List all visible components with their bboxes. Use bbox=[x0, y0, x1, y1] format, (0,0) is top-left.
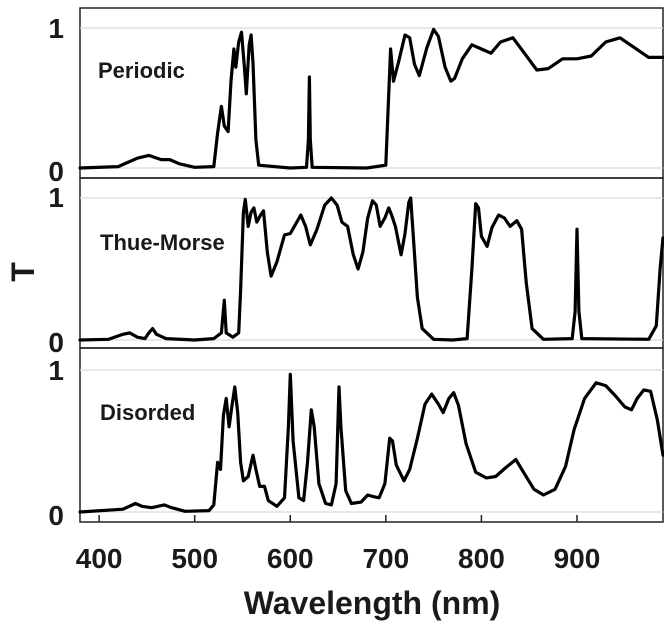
x-axis-ticks: 400 500 600 700 800 900 bbox=[76, 515, 601, 574]
panel-label-thue-morse: Thue-Morse bbox=[100, 230, 225, 255]
series-line-periodic bbox=[78, 27, 664, 170]
x-tick-label-500: 500 bbox=[171, 543, 218, 574]
panel-frame-periodic bbox=[79, 7, 664, 179]
panel-frame-disorded bbox=[79, 347, 664, 523]
series-line-disorded bbox=[78, 372, 664, 514]
tick-label-y-one-thue-morse: 1 bbox=[48, 182, 64, 213]
tick-label-y-one-periodic: 1 bbox=[48, 13, 64, 44]
panel-thue-morse: 1 0 Thue-Morse bbox=[48, 177, 664, 358]
panel-disorded: 1 0 Disorded bbox=[48, 347, 664, 531]
x-tick-label-600: 600 bbox=[267, 543, 314, 574]
panel-periodic: 1 0 Periodic bbox=[48, 7, 664, 187]
tick-label-y-zero-thue-morse: 0 bbox=[48, 327, 64, 358]
tick-label-y-zero-periodic: 0 bbox=[48, 156, 64, 187]
x-axis-title: Wavelength (nm) bbox=[244, 585, 501, 621]
x-tick-label-900: 900 bbox=[554, 543, 601, 574]
x-tick-label-800: 800 bbox=[458, 543, 505, 574]
x-tick-label-700: 700 bbox=[362, 543, 409, 574]
tick-label-y-zero-disorded: 0 bbox=[48, 500, 64, 531]
tick-label-y-one-disorded: 1 bbox=[48, 355, 64, 386]
x-tick-label-400: 400 bbox=[76, 543, 123, 574]
y-axis-title: T bbox=[5, 262, 41, 282]
series-line-thue-morse bbox=[78, 196, 664, 342]
panel-label-periodic: Periodic bbox=[98, 58, 185, 83]
panel-label-disorded: Disorded bbox=[100, 400, 195, 425]
